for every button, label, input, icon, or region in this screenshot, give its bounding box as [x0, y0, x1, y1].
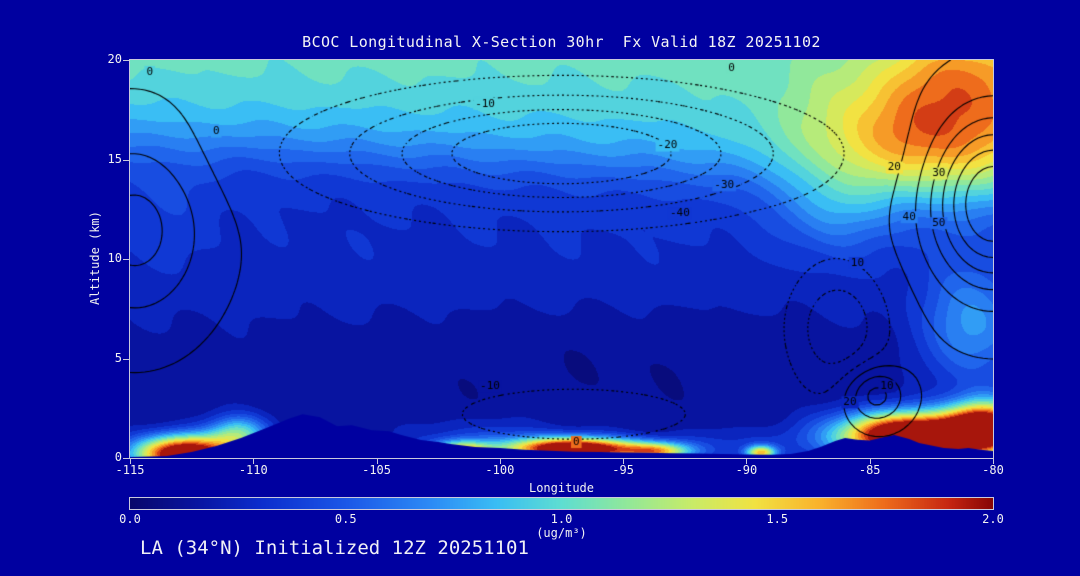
y-tick-label: 0 [114, 450, 122, 464]
x-tick-mark [993, 459, 994, 464]
x-tick-mark [253, 459, 255, 464]
colorbar-tick-label: 0.5 [334, 512, 357, 526]
x-axis-label: Longitude [528, 481, 595, 495]
x-tick-label: -80 [982, 463, 1004, 477]
colorbar-tick-label: 0.0 [119, 512, 141, 526]
y-tick-mark [123, 159, 129, 161]
plot-area [129, 59, 994, 459]
init-info: LA (34°N) Initialized 12Z 20251101 [140, 537, 529, 559]
y-tick-mark [123, 358, 129, 360]
cross-section-canvas [130, 60, 993, 458]
colorbar-tick-label: 2.0 [982, 512, 1004, 526]
x-tick-label: -105 [362, 463, 392, 477]
x-tick-mark [869, 459, 871, 464]
colorbar-tick-label: 1.0 [550, 512, 573, 526]
y-tick-mark [123, 259, 129, 260]
y-tick-mark [123, 60, 129, 61]
y-tick-label: 15 [107, 151, 122, 166]
chart-title: BCOC Longitudinal X-Section 30hr Fx Vali… [302, 33, 821, 51]
x-tick-label: -95 [612, 463, 634, 477]
x-tick-label: -110 [238, 463, 268, 477]
colorbar [129, 497, 994, 510]
x-tick-mark [499, 459, 501, 464]
y-tick-label: 20 [107, 52, 122, 66]
x-tick-label: -90 [735, 463, 758, 477]
x-tick-mark [130, 459, 131, 464]
y-tick-label: 10 [107, 251, 122, 265]
x-tick-mark [376, 459, 378, 464]
x-tick-mark [746, 459, 748, 464]
colorbar-tick-label: 1.5 [766, 512, 789, 526]
colorbar-units: (ug/m³) [536, 526, 587, 540]
y-tick-mark [123, 458, 129, 459]
x-tick-label: -100 [485, 463, 515, 477]
x-tick-mark [623, 459, 625, 464]
y-tick-label: 5 [114, 350, 122, 365]
x-tick-label: -115 [115, 463, 145, 477]
x-tick-label: -85 [858, 463, 881, 477]
